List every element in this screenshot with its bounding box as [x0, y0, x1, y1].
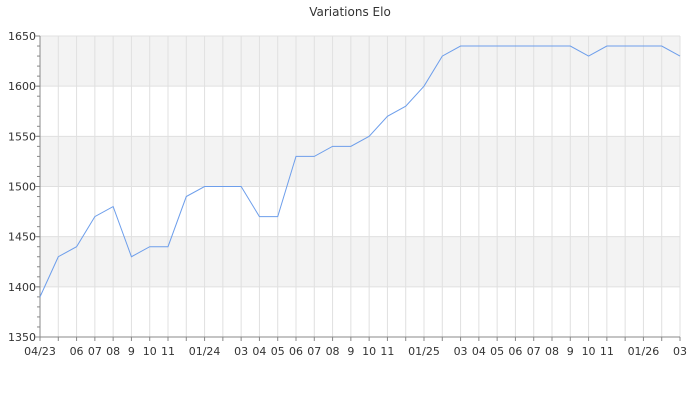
x-tick-label: 05 [271, 345, 285, 358]
y-tick-label: 1400 [8, 281, 36, 294]
x-tick-label: 11 [161, 345, 175, 358]
x-tick-label: 06 [289, 345, 303, 358]
x-tick-label: 01/25 [408, 345, 440, 358]
x-tick-label: 9 [128, 345, 135, 358]
x-tick-label: 07 [307, 345, 321, 358]
y-tick-label: 1550 [8, 130, 36, 143]
x-tick-label: 03 [673, 345, 687, 358]
y-tick-label: 1600 [8, 80, 36, 93]
y-tick-label: 1500 [8, 181, 36, 194]
y-tick-label: 1350 [8, 331, 36, 344]
x-tick-label: 04 [472, 345, 486, 358]
x-tick-label: 10 [143, 345, 157, 358]
grid-band [40, 136, 680, 186]
x-tick-label: 9 [347, 345, 354, 358]
x-tick-label: 07 [527, 345, 541, 358]
x-tick-label: 11 [380, 345, 394, 358]
x-tick-label: 08 [326, 345, 340, 358]
x-tick-label: 01/26 [628, 345, 660, 358]
x-tick-label: 9 [567, 345, 574, 358]
x-tick-label: 03 [234, 345, 248, 358]
x-tick-label: 11 [600, 345, 614, 358]
x-tick-label: 10 [362, 345, 376, 358]
x-tick-label: 03 [454, 345, 468, 358]
x-tick-label: 06 [70, 345, 84, 358]
x-tick-label: 08 [106, 345, 120, 358]
x-tick-label: 01/24 [189, 345, 221, 358]
x-tick-label: 04 [252, 345, 266, 358]
x-tick-label: 04/23 [24, 345, 56, 358]
y-tick-label: 1450 [8, 231, 36, 244]
x-tick-label: 10 [582, 345, 596, 358]
x-tick-label: 08 [545, 345, 559, 358]
x-tick-label: 06 [508, 345, 522, 358]
x-tick-label: 07 [88, 345, 102, 358]
chart-title: Variations Elo [309, 5, 391, 19]
grid-band [40, 237, 680, 287]
grid-band [40, 36, 680, 86]
x-tick-label: 05 [490, 345, 504, 358]
y-tick-label: 1650 [8, 30, 36, 43]
